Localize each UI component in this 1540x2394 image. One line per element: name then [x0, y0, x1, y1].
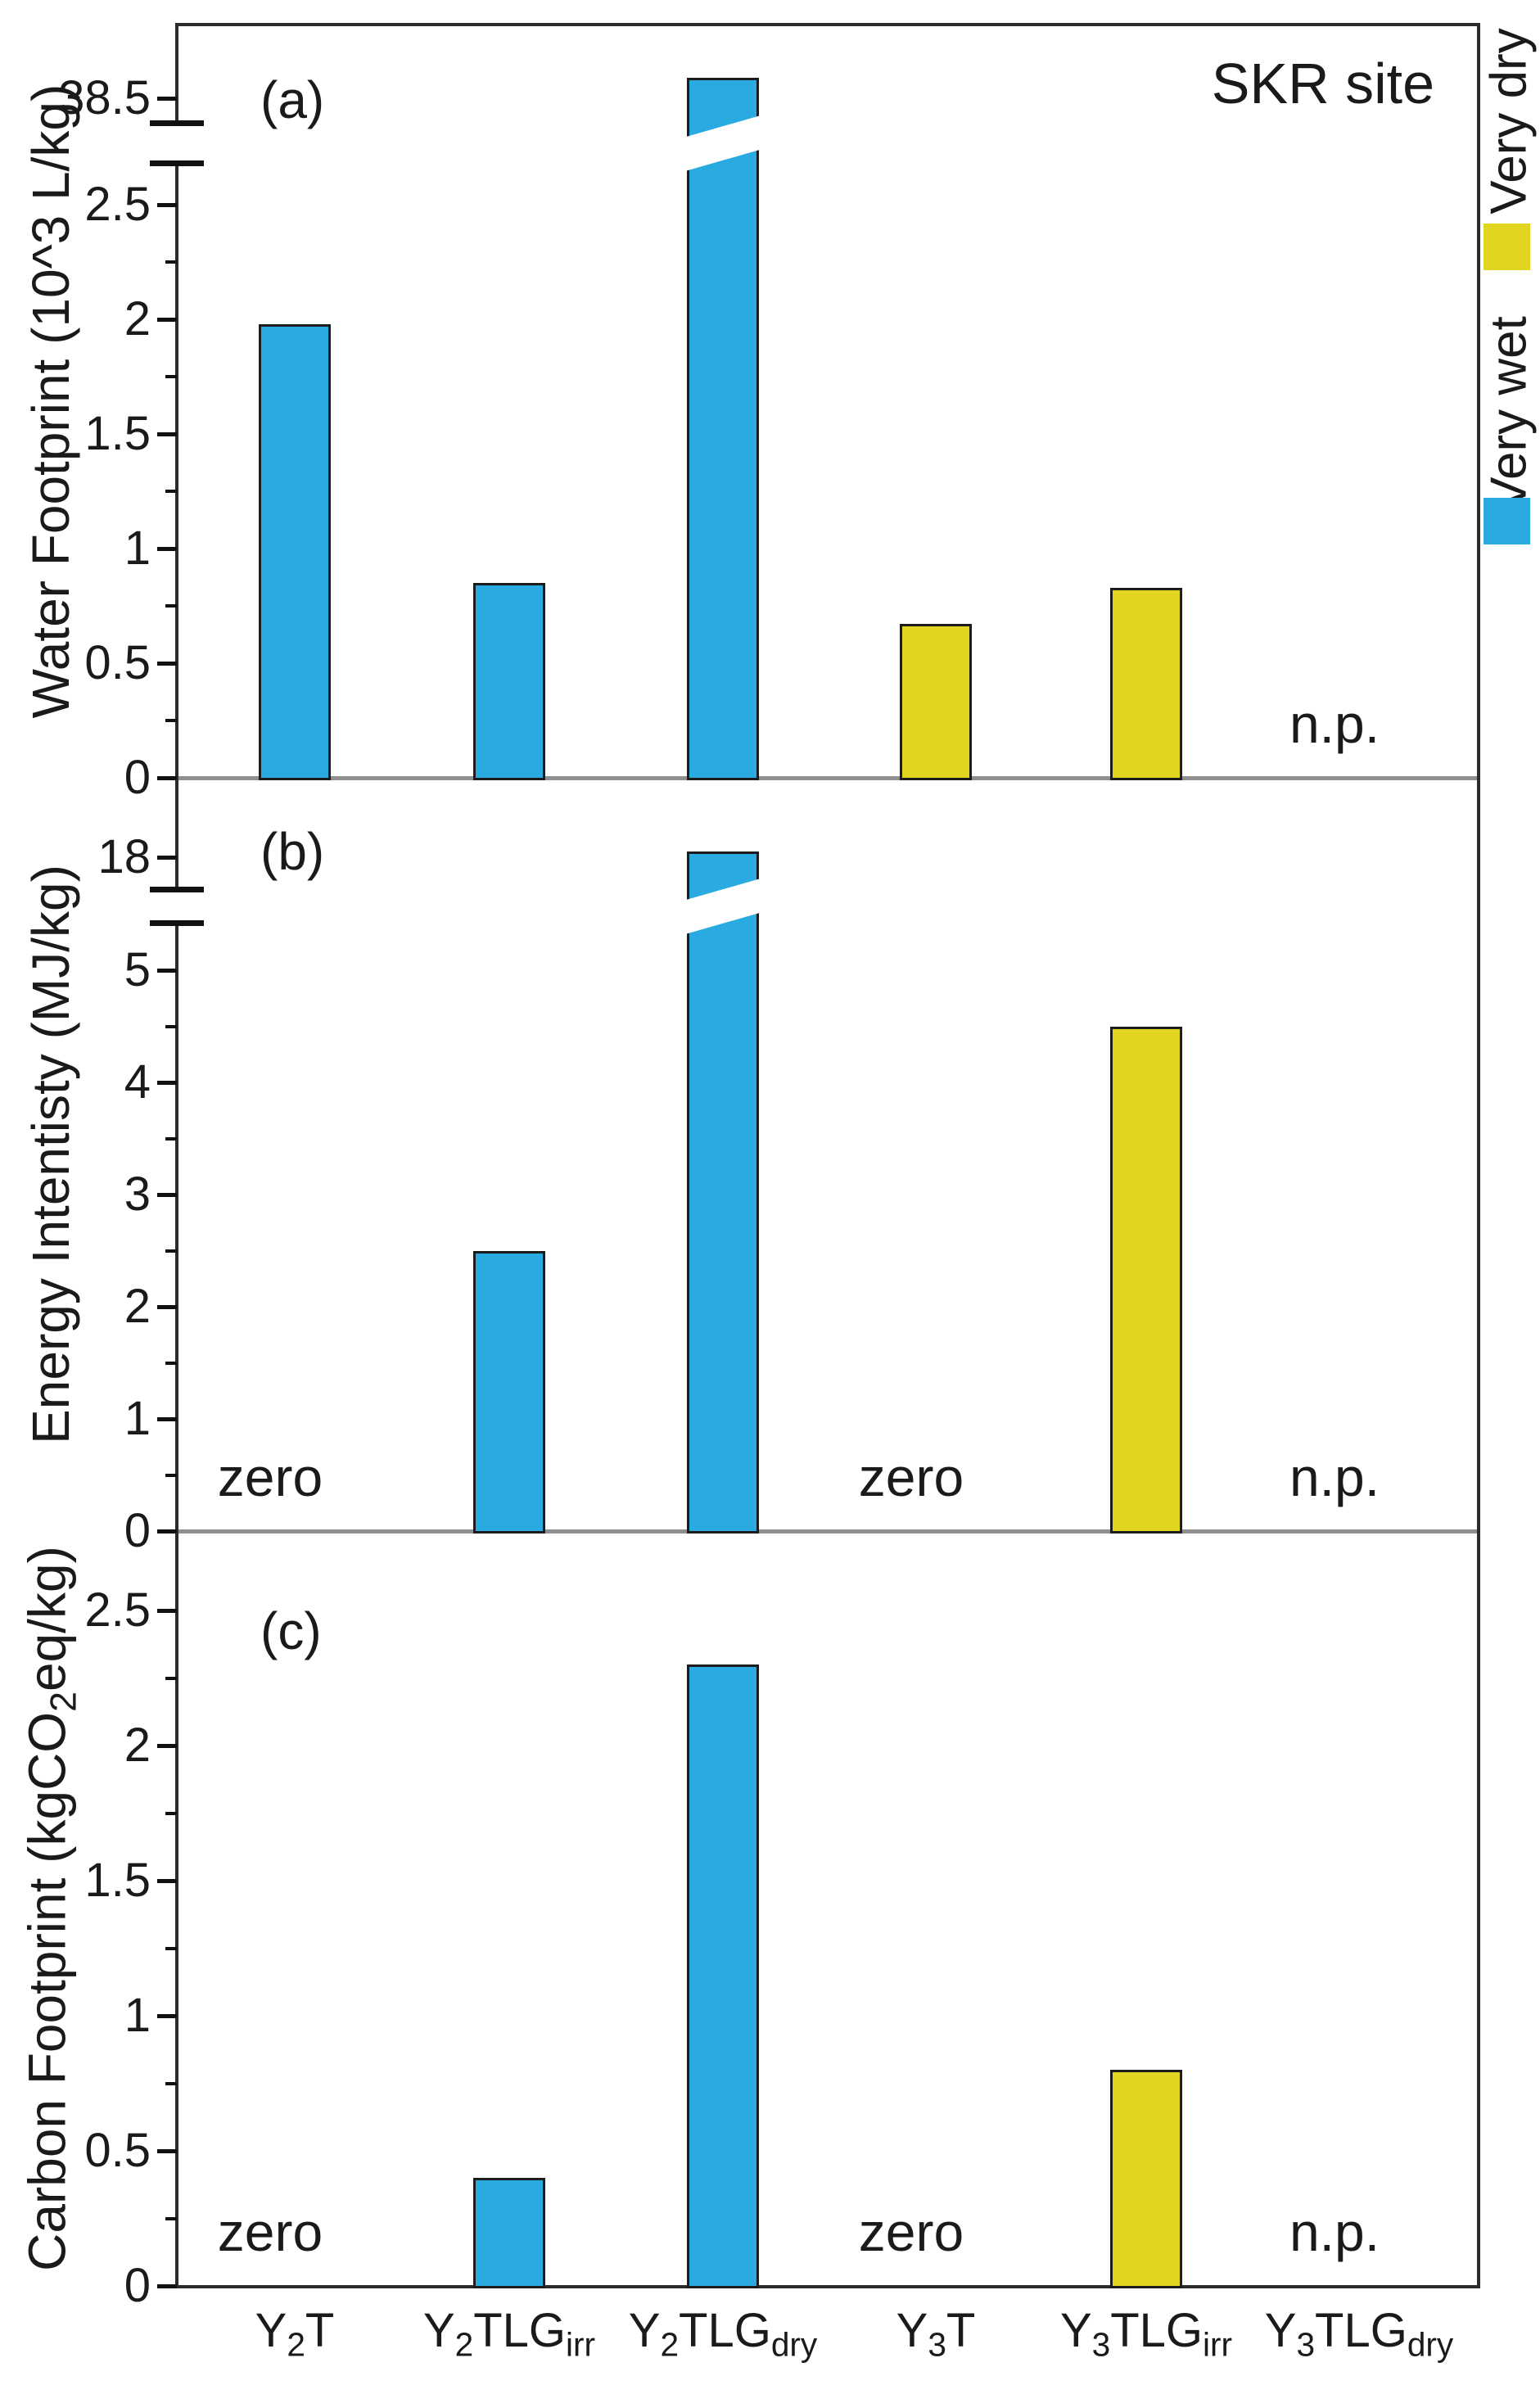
bar-Y2TLGdry: [687, 851, 759, 1534]
y-tick-major: [157, 1081, 177, 1085]
x-category-label-Y3TLGirr: Y3TLGirr: [1059, 2304, 1233, 2364]
bar-Y3T: [900, 624, 972, 780]
y-tick-label: 3: [124, 1168, 151, 1221]
y-tick-minor: [165, 260, 177, 264]
axis-break-gap: [169, 124, 185, 162]
y-tick-minor: [165, 1249, 177, 1253]
y-tick-major: [157, 1417, 177, 1421]
plot-border: [175, 23, 1480, 2288]
y-tick-major: [157, 2284, 177, 2288]
panel-baseline-a: [175, 776, 1480, 780]
x-category-label-Y2T: Y2T: [255, 2304, 335, 2364]
y-tick-minor: [165, 2216, 177, 2220]
x-category-label-Y2TLGdry: Y2TLGdry: [628, 2304, 818, 2364]
panel-baseline-b: [175, 1529, 1480, 1534]
legend-label-very-wet: Very wet: [1480, 316, 1538, 511]
y-tick-minor: [165, 2081, 177, 2085]
axis-break-mark-icon: [150, 887, 204, 892]
y-tick-major: [157, 1305, 177, 1309]
bar-Y2TLGirr: [473, 1250, 545, 1534]
x-category-label-Y3T: Y3T: [896, 2304, 976, 2364]
panel-letter-b: (b): [260, 822, 325, 881]
y-tick-major: [157, 969, 177, 973]
bar-Y2TLGdry: [687, 1665, 759, 2288]
y-tick-label: 2: [124, 1719, 151, 1772]
panel-letter-a: (a): [260, 70, 325, 129]
y-tick-minor: [165, 1473, 177, 1477]
y-tick-major: [157, 318, 177, 322]
y-tick-minor: [165, 490, 177, 493]
y-tick-major: [157, 1193, 177, 1197]
y-tick-label: 1: [124, 522, 151, 575]
y-tick-major: [157, 1879, 177, 1883]
y-tick-major: [157, 203, 177, 207]
yellow-square-icon: [1484, 224, 1530, 270]
y-tick-label-upper: 38.5: [58, 71, 151, 124]
axis-break-mark-icon: [150, 160, 204, 166]
y-tick-major: [157, 1529, 177, 1534]
zero-value-label: zero: [858, 1447, 964, 1507]
y-tick-minor: [165, 1676, 177, 1680]
y-tick-major: [157, 1609, 177, 1613]
y-tick-label: 1: [124, 1392, 151, 1445]
bar-Y2T: [259, 323, 331, 780]
blue-square-icon: [1484, 498, 1530, 544]
y-tick-minor: [165, 1946, 177, 1950]
y-tick-label: 0: [124, 1504, 151, 1557]
x-category-label-Y3TLGdry: Y3TLGdry: [1264, 2304, 1454, 2364]
site-title: SKR site: [1211, 52, 1434, 115]
y-tick-label: 2.5: [84, 1583, 151, 1637]
bar-Y2TLGirr: [473, 2178, 545, 2288]
y-tick-minor: [165, 375, 177, 378]
y-tick-minor: [165, 1811, 177, 1815]
y-tick-major: [157, 547, 177, 551]
y-tick-minor: [165, 1024, 177, 1028]
y-tick-major: [157, 2149, 177, 2153]
y-tick-minor: [165, 604, 177, 608]
axis-break-mark-icon: [150, 120, 204, 126]
y-tick-label: 0.5: [84, 2124, 151, 2177]
legend-label-very-dry: Very dry: [1480, 28, 1538, 215]
bar-Y3TLGirr: [1110, 2070, 1182, 2288]
not-performed-label: n.p.: [1289, 1447, 1380, 1507]
y-tick-minor: [165, 719, 177, 722]
zero-value-label: zero: [858, 2202, 964, 2262]
y-tick-major: [157, 662, 177, 666]
y-tick-major: [157, 776, 177, 780]
zero-value-label: zero: [217, 2202, 323, 2262]
bar-Y2TLGdry: [687, 78, 759, 780]
not-performed-label: n.p.: [1289, 693, 1380, 754]
y-tick-major: [157, 1744, 177, 1748]
axis-break-mark-icon: [150, 920, 204, 926]
axis-break-gap: [169, 891, 185, 922]
bar-Y2TLGirr: [473, 583, 545, 780]
y-tick-label: 1: [124, 1989, 151, 2042]
y-tick-label: 2: [124, 292, 151, 346]
y-tick-label: 2.5: [84, 178, 151, 231]
x-category-label-Y2TLGirr: Y2TLGirr: [422, 2304, 596, 2364]
y-tick-major: [157, 856, 177, 860]
y-tick-major: [157, 97, 177, 101]
y-tick-label: 4: [124, 1055, 151, 1109]
not-performed-label: n.p.: [1289, 2202, 1380, 2262]
y-tick-label: 0: [124, 2259, 151, 2312]
y-tick-major: [157, 432, 177, 436]
zero-value-label: zero: [217, 1447, 323, 1507]
y-tick-label-upper: 18: [97, 830, 151, 883]
y-tick-label: 0: [124, 751, 151, 804]
bar-Y3TLGirr: [1110, 587, 1182, 780]
y-tick-label: 1.5: [84, 1854, 151, 1907]
y-tick-label: 5: [124, 943, 151, 996]
y-tick-major: [157, 2014, 177, 2018]
bar-Y3TLGirr: [1110, 1026, 1182, 1534]
y-tick-minor: [165, 1361, 177, 1365]
y-tick-label: 0.5: [84, 636, 151, 689]
panel-letter-c: (c): [260, 1601, 322, 1660]
y-tick-label: 2: [124, 1280, 151, 1333]
y-tick-minor: [165, 1136, 177, 1141]
y-tick-label: 1.5: [84, 407, 151, 460]
